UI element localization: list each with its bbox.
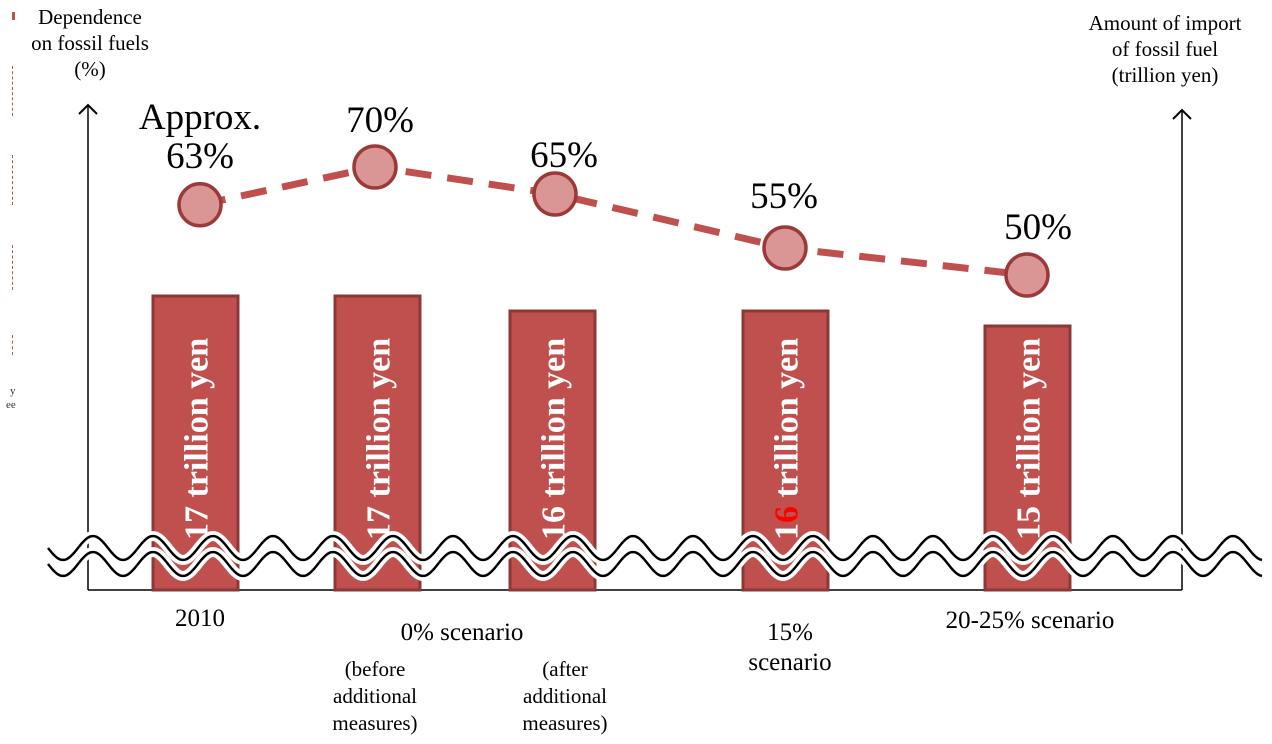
line-point-1 bbox=[354, 146, 396, 188]
pct-label-3: 55% bbox=[734, 176, 834, 218]
edge-tick-5 bbox=[12, 335, 16, 355]
category-label-2: 15% scenario bbox=[715, 618, 865, 678]
bar-label-4-number: 15 bbox=[1011, 506, 1048, 540]
bar-label-3-number: 1 bbox=[769, 523, 806, 540]
sub-category-label-0: (before additional measures) bbox=[305, 656, 445, 737]
category-label-3: 20-25% scenario bbox=[920, 606, 1140, 636]
right-axis-title-line-1: Amount of import bbox=[1060, 10, 1270, 36]
pct-label-1: 70% bbox=[330, 100, 430, 142]
bar-label-1-unit: trillion yen bbox=[361, 338, 398, 506]
line-point-2 bbox=[534, 173, 576, 215]
edge-fragment-1: y bbox=[10, 384, 16, 398]
right-axis-title: Amount of import of fossil fuel (trillio… bbox=[1060, 10, 1270, 88]
right-axis-title-line-3: (trillion yen) bbox=[1060, 62, 1270, 88]
sub-category-label-1: (after additional measures) bbox=[495, 656, 635, 737]
right-axis-title-line-2: of fossil fuel bbox=[1060, 36, 1270, 62]
left-axis-title-line-2: on fossil fuels bbox=[20, 30, 160, 56]
category-label-1: 0% scenario bbox=[362, 618, 562, 648]
pct-label-0: Approx. 63% bbox=[120, 98, 280, 176]
bar-label-2: 16 trillion yen bbox=[536, 338, 573, 540]
edge-fragment-2: ee bbox=[6, 398, 16, 412]
edge-tick-1 bbox=[12, 12, 15, 20]
bar-label-4-unit: trillion yen bbox=[1011, 338, 1048, 506]
line-point-4 bbox=[1006, 254, 1048, 296]
left-axis-title-line-1: Dependence bbox=[20, 4, 160, 30]
edge-tick-3 bbox=[12, 155, 16, 205]
edge-tick-4 bbox=[12, 245, 16, 290]
category-label-0: 2010 bbox=[150, 604, 250, 634]
bar-label-3: 16 trillion yen bbox=[769, 338, 806, 540]
left-axis-title-line-3: (%) bbox=[20, 56, 160, 82]
edge-tick-2 bbox=[12, 66, 16, 116]
line-point-3 bbox=[764, 227, 806, 269]
left-axis-title: Dependence on fossil fuels (%) bbox=[20, 4, 160, 82]
bar-label-3-unit: trillion yen bbox=[769, 338, 806, 506]
bar-label-0-unit: trillion yen bbox=[179, 338, 216, 506]
bar-label-4: 15 trillion yen bbox=[1011, 338, 1048, 540]
pct-label-2: 65% bbox=[514, 135, 614, 177]
bar-label-3-highlight: 6 bbox=[769, 506, 806, 523]
bar-label-1: 17 trillion yen bbox=[361, 338, 398, 540]
dependence-line bbox=[200, 167, 1027, 275]
bar-label-0: 17 trillion yen bbox=[179, 338, 216, 540]
line-point-0 bbox=[179, 184, 221, 226]
bar-label-2-unit: trillion yen bbox=[536, 338, 573, 506]
pct-label-4: 50% bbox=[988, 207, 1088, 249]
